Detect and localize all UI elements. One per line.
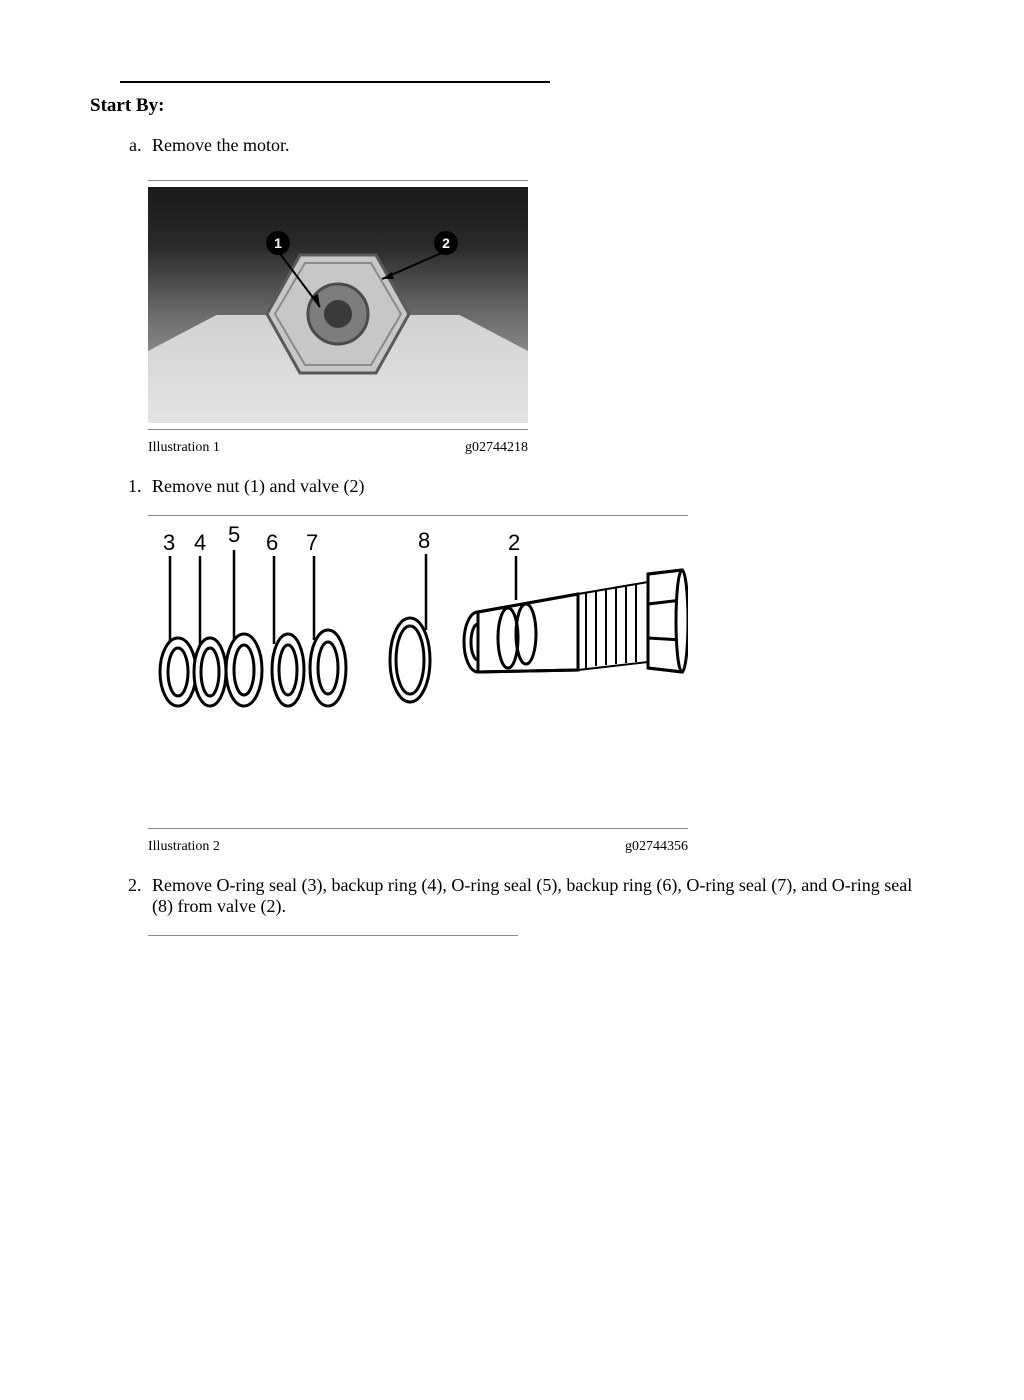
start-by-heading: Start By: <box>90 95 934 117</box>
start-by-list: Remove the motor. <box>128 135 934 156</box>
callout-badge-1: 1 <box>266 231 290 255</box>
callout-num: 3 <box>163 530 175 556</box>
step-item: Remove O-ring seal (3), backup ring (4),… <box>146 875 934 917</box>
callout-num: 8 <box>418 528 430 554</box>
illustration-1: 1 2 <box>148 187 528 423</box>
top-horizontal-rule <box>120 80 550 83</box>
figure-rule <box>148 180 528 181</box>
step-list-1: Remove nut (1) and valve (2) <box>128 476 934 497</box>
figure-1-block: 1 2 Illustration 1 g02744218 <box>148 180 934 456</box>
callout-badge-2: 2 <box>434 231 458 255</box>
illustration-2: 3 4 5 6 7 8 2 <box>148 522 688 822</box>
figure-2-block: 3 4 5 6 7 8 2 <box>148 515 934 855</box>
figure-rule <box>148 515 688 516</box>
figure-rule <box>148 429 528 430</box>
valve-diagram-svg <box>148 522 688 822</box>
callout-num: 4 <box>194 530 206 556</box>
callout-num: 5 <box>228 522 240 548</box>
illustration-label: Illustration 1 <box>148 440 220 456</box>
callout-num: 6 <box>266 530 278 556</box>
figure-rule <box>148 935 518 936</box>
figure-rule <box>148 828 688 829</box>
callout-num: 7 <box>306 530 318 556</box>
trailing-rule-block <box>148 935 934 936</box>
callout-num: 2 <box>508 530 520 556</box>
start-by-item: Remove the motor. <box>146 135 934 156</box>
step-item: Remove nut (1) and valve (2) <box>146 476 934 497</box>
leader-lines <box>148 187 528 423</box>
illustration-label: Illustration 2 <box>148 839 220 855</box>
illustration-code: g02744218 <box>465 440 528 456</box>
figure-2-caption: Illustration 2 g02744356 <box>148 839 688 855</box>
illustration-code: g02744356 <box>625 839 688 855</box>
step-list-2: Remove O-ring seal (3), backup ring (4),… <box>128 875 934 917</box>
figure-1-caption: Illustration 1 g02744218 <box>148 440 528 456</box>
